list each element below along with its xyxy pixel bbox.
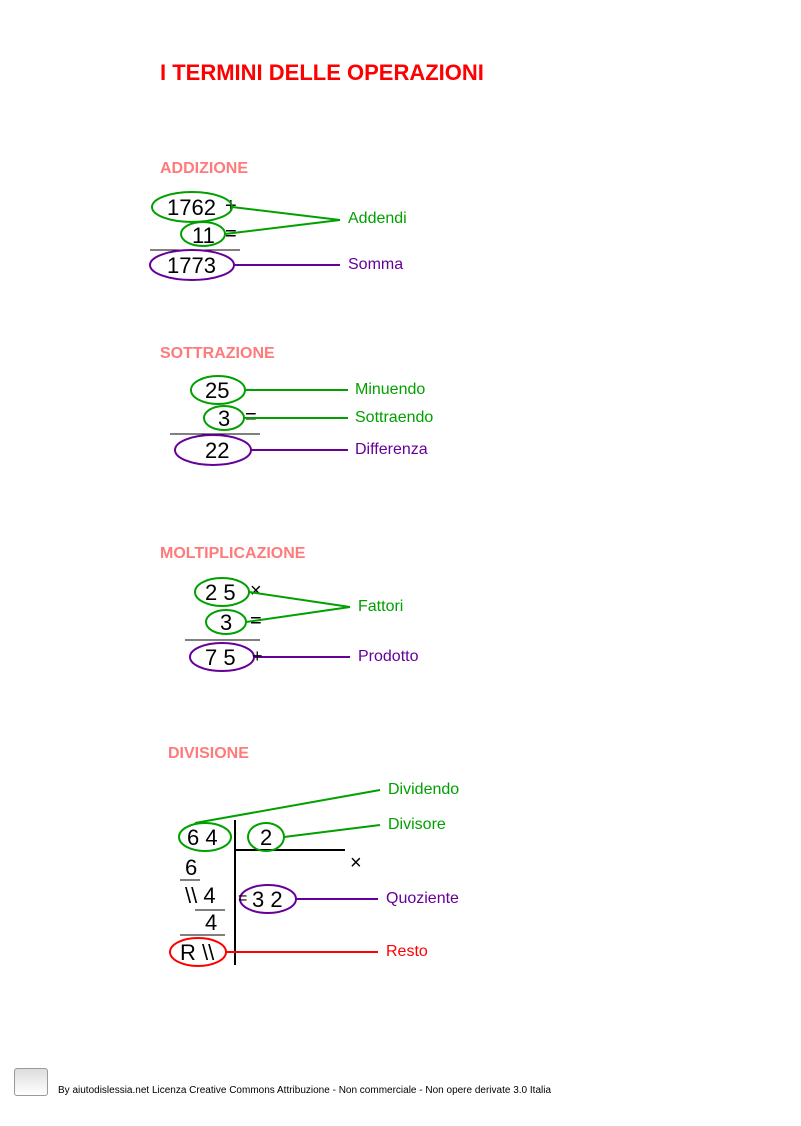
book-icon: [14, 1068, 48, 1096]
div-label-dividend: Dividendo: [388, 781, 459, 799]
svg-text:=: =: [238, 890, 247, 907]
div-label-quotient: Quoziente: [386, 890, 459, 908]
div-label-rest: Resto: [386, 943, 428, 961]
div-label-divisor: Divisore: [388, 816, 446, 834]
footer-text: By aiutodislessia.net Licenza Creative C…: [58, 1085, 551, 1096]
page: I TERMINI DELLE OPERAZIONI ADDIZIONE 176…: [0, 0, 801, 1126]
